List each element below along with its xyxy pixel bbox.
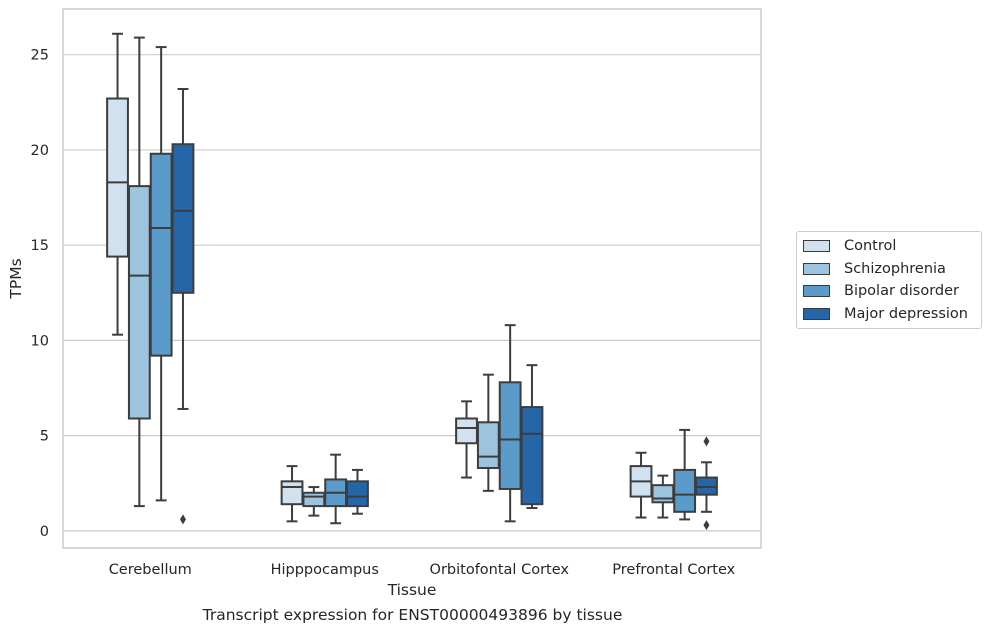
box-schizophrenia — [127, 185, 151, 420]
legend: Control Schizophrenia Bipolar disorder M… — [796, 231, 982, 329]
x-axis-label: Tissue — [387, 581, 437, 599]
box-major-depression — [171, 143, 195, 294]
y-tick-label: 20 — [31, 143, 49, 159]
legend-item-schizophrenia: Schizophrenia — [803, 258, 973, 281]
y-tick-label: 5 — [40, 429, 49, 445]
outlier-major-depression — [179, 514, 186, 525]
legend-swatch-control — [803, 240, 830, 253]
box-bipolar-disorder — [673, 468, 697, 513]
legend-label-control: Control — [844, 238, 897, 255]
plot-frame — [62, 8, 762, 549]
x-tick-label: Hipppocampus — [271, 562, 379, 578]
legend-item-bipolar-disorder: Bipolar disorder — [803, 280, 973, 303]
legend-swatch-major-depression — [803, 307, 830, 320]
legend-swatch-bipolar-disorder — [803, 285, 830, 298]
box-schizophrenia — [476, 421, 500, 470]
box-control — [106, 97, 129, 258]
y-axis-label: TPMs — [7, 258, 25, 299]
box-control — [280, 480, 304, 506]
box-control — [455, 417, 478, 445]
box-bipolar-disorder — [498, 381, 522, 490]
y-tick-label: 10 — [31, 333, 49, 349]
legend-label-major-depression: Major depression — [844, 305, 968, 322]
outlier-major-depression — [703, 520, 710, 531]
x-tick-label: Orbitofontal Cortex — [430, 562, 570, 578]
legend-item-control: Control — [803, 235, 973, 258]
box-major-depression — [346, 480, 369, 508]
box-major-depression — [520, 406, 544, 506]
legend-label-bipolar-disorder: Bipolar disorder — [844, 283, 959, 300]
box-schizophrenia — [651, 484, 675, 504]
chart-caption: Transcript expression for ENST0000049389… — [202, 606, 623, 624]
legend-swatch-schizophrenia — [803, 262, 830, 275]
box-bipolar-disorder — [149, 152, 173, 357]
y-tick-label: 25 — [31, 48, 49, 64]
y-tick-label: 0 — [40, 524, 49, 540]
outlier-major-depression — [703, 436, 710, 447]
legend-label-schizophrenia: Schizophrenia — [844, 260, 946, 277]
x-tick-label: Prefrontal Cortex — [612, 562, 735, 578]
box-schizophrenia — [302, 491, 326, 508]
legend-item-major-depression: Major depression — [803, 303, 973, 326]
y-tick-label: 15 — [31, 238, 49, 254]
x-tick-label: Cerebellum — [109, 562, 192, 578]
